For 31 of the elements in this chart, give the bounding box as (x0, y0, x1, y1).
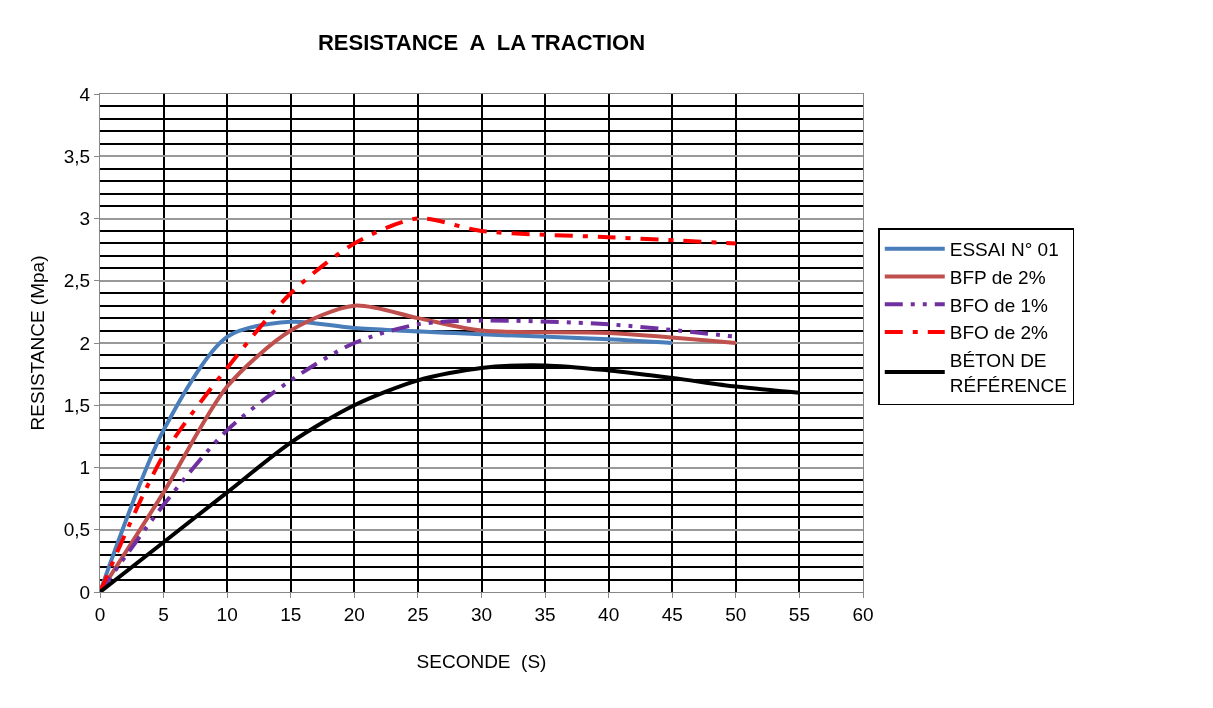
y-tick-label: 0 (79, 581, 91, 603)
y-tick-label: 3,5 (63, 145, 91, 167)
y-tick-label: 0,5 (63, 519, 91, 541)
x-tick-label: 45 (661, 603, 683, 625)
x-tick-label: 20 (343, 603, 365, 625)
chart-title: RESISTANCE A LA TRACTION (317, 29, 646, 55)
x-tick-label: 15 (280, 603, 302, 625)
y-tick-label: 4 (79, 83, 91, 105)
y-tick-label: 1 (79, 457, 91, 479)
y-tick-label: 3 (79, 208, 91, 230)
legend-label: BFO de 2% (949, 322, 1049, 344)
y-tick-label: 2,5 (63, 270, 91, 292)
x-tick-label: 5 (158, 603, 169, 625)
x-tick-label: 55 (788, 603, 810, 625)
x-tick-label: 40 (598, 603, 620, 625)
legend-label: BFP de 2% (949, 266, 1046, 288)
legend-label: ESSAI N° 01 (949, 239, 1059, 261)
line-series (100, 216, 738, 592)
y-tick-label: 2 (79, 332, 91, 354)
y-tick-label: 1,5 (63, 394, 91, 416)
x-tick-label: 30 (470, 603, 493, 625)
x-tick-label: 0 (94, 603, 106, 625)
x-tick-label: 10 (216, 603, 238, 625)
legend-label: BFO de 1% (949, 294, 1049, 316)
x-tick-label: 60 (852, 603, 874, 625)
x-axis-title: SECONDE (S) (416, 650, 547, 672)
x-tick-label: 35 (534, 603, 556, 625)
legend-label: BÉTON DE RÉFÉRENCE (949, 350, 1067, 396)
x-tick-label: 25 (407, 603, 429, 625)
x-tick-label: 50 (725, 603, 747, 625)
y-axis-title: RESISTANCE (Mpa) (26, 255, 48, 431)
